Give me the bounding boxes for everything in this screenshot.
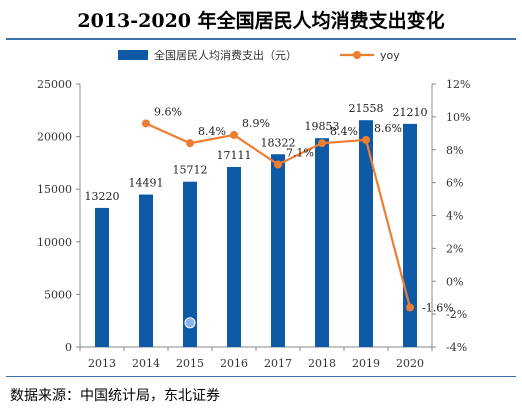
bar — [227, 166, 241, 347]
chart-title: 2013-2020 年全国居民人均消费支出变化 — [77, 10, 445, 32]
yoy-point — [362, 135, 370, 144]
x-tick-label: 2014 — [132, 357, 160, 370]
bar-value-label: 21558 — [349, 102, 384, 115]
bar — [403, 123, 417, 348]
legend-label-line: yoy — [380, 49, 400, 62]
yoy-point — [142, 119, 150, 128]
bar-value-label: 21210 — [393, 106, 428, 119]
bar — [315, 138, 329, 347]
yoy-value-label: 8.9% — [242, 117, 270, 130]
yoy-value-label: -1.6% — [422, 302, 454, 315]
legend-swatch-bar — [118, 50, 148, 60]
right-tick-label: -4% — [446, 341, 467, 354]
right-tick-label: 8% — [446, 144, 463, 157]
title-divider — [6, 38, 516, 40]
left-tick-label: 10000 — [37, 236, 72, 249]
source-note: 数据来源：中国统计局，东北证券 — [10, 388, 220, 404]
yoy-value-label: 8.4% — [330, 125, 358, 138]
bar-value-label: 19853 — [305, 120, 340, 133]
bar — [139, 194, 153, 347]
legend-swatch-point — [353, 51, 361, 59]
bar-value-label: 15712 — [173, 164, 208, 177]
x-tick-label: 2016 — [220, 357, 248, 370]
x-tick-label: 2015 — [176, 357, 204, 370]
right-tick-label: -2% — [446, 308, 467, 321]
x-tick-label: 2019 — [352, 357, 380, 370]
bar — [359, 120, 373, 347]
x-tick-label: 2020 — [396, 357, 424, 370]
left-tick-label: 15000 — [37, 183, 72, 196]
source-divider — [6, 376, 516, 377]
yoy-value-label: 8.6% — [374, 122, 402, 135]
left-tick-label: 20000 — [37, 131, 72, 144]
right-tick-label: 2% — [446, 242, 463, 255]
yoy-value-label: 8.4% — [198, 125, 226, 138]
legend-label-bar: 全国居民人均消费支出（元） — [154, 48, 297, 62]
yoy-value-label: 9.6% — [154, 105, 182, 118]
right-tick-label: 6% — [446, 177, 463, 190]
yoy-point — [186, 139, 194, 148]
right-tick-label: 4% — [446, 210, 463, 223]
bar-value-label: 17111 — [217, 149, 252, 162]
bar-value-label: 14491 — [129, 177, 164, 190]
bar-value-label: 18322 — [261, 136, 296, 149]
x-tick-label: 2013 — [88, 357, 116, 370]
yoy-point — [230, 130, 238, 139]
right-tick-label: 10% — [446, 111, 470, 124]
x-tick-label: 2018 — [308, 357, 336, 370]
left-tick-label: 5000 — [44, 288, 72, 301]
right-tick-label: 0% — [446, 275, 463, 288]
yoy-point — [274, 160, 282, 169]
left-tick-label: 0 — [65, 341, 72, 354]
bar — [271, 154, 285, 347]
left-tick-label: 25000 — [37, 78, 72, 91]
yoy-value-label: 7.1% — [286, 147, 314, 160]
marker-dot — [184, 317, 196, 329]
bar — [183, 181, 197, 347]
right-tick-label: 12% — [446, 78, 470, 91]
bar-value-label: 13220 — [85, 190, 120, 203]
yoy-point — [318, 139, 326, 148]
yoy-point — [406, 303, 414, 312]
x-tick-label: 2017 — [264, 357, 292, 370]
bar — [95, 207, 109, 347]
